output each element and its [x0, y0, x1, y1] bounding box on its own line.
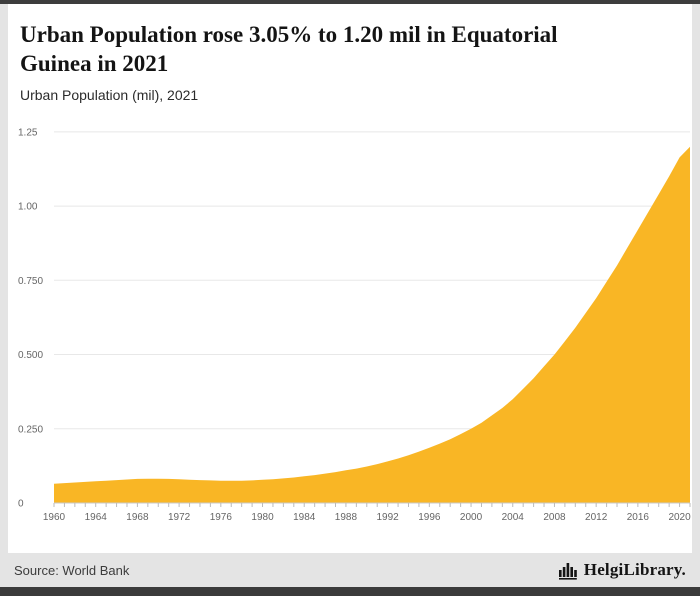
x-tick-label: 1996: [418, 512, 441, 523]
chart-area: 0 0.250 0.500 0.750 1.00 1.25 1960 1964 1968 1972…: [16, 117, 691, 527]
y-tick-label: 1.00: [18, 202, 38, 213]
x-tick-label: 2008: [543, 512, 566, 523]
y-tick-label: 0.250: [18, 424, 43, 435]
x-tick-label: 1964: [85, 512, 108, 523]
chart-title: Urban Population rose 3.05% to 1.20 mil …: [20, 20, 684, 78]
y-tick-label: 0: [18, 499, 24, 510]
y-tick-label: 0.750: [18, 276, 43, 287]
x-tick-label: 1980: [251, 512, 274, 523]
footer: Source: World Bank HelgiLibrary.: [8, 553, 692, 587]
y-tick-label: 1.25: [18, 127, 38, 138]
x-tick-label: 2020: [668, 512, 691, 523]
x-tick-label: 1960: [43, 512, 66, 523]
x-tick-label: 1988: [335, 512, 358, 523]
area-series: [54, 146, 690, 503]
source-text: Source: World Bank: [14, 562, 130, 578]
x-tick-label: 1976: [210, 512, 233, 523]
y-tick-label: 0.500: [18, 350, 43, 361]
helgilibrary-logo[interactable]: HelgiLibrary.: [558, 560, 686, 580]
x-tick-label: 2004: [502, 512, 525, 523]
x-tick-label: 1972: [168, 512, 191, 523]
helgilibrary-logo-icon: [558, 563, 577, 580]
area-chart-svg: 0 0.250 0.500 0.750 1.00 1.25 1960 1964 1968 1972…: [18, 127, 691, 523]
chart-title-line1: Urban Population rose 3.05% to 1.20 mil …: [20, 22, 558, 47]
x-tick-label: 2016: [627, 512, 650, 523]
bottom-bar: [0, 587, 700, 596]
chart-title-line2: Guinea in 2021: [20, 51, 169, 76]
x-tick-label: 2012: [585, 512, 608, 523]
x-tick-label: 1992: [377, 512, 400, 523]
chart-card: Urban Population rose 3.05% to 1.20 mil …: [8, 4, 692, 553]
x-tick-label: 1968: [126, 512, 149, 523]
helgilibrary-logo-text: HelgiLibrary.: [583, 560, 686, 579]
chart-subtitle: Urban Population (mil), 2021: [20, 87, 199, 103]
top-accent-bar: [0, 0, 700, 4]
x-tick-label: 2000: [460, 512, 483, 523]
x-tick-label: 1984: [293, 512, 316, 523]
